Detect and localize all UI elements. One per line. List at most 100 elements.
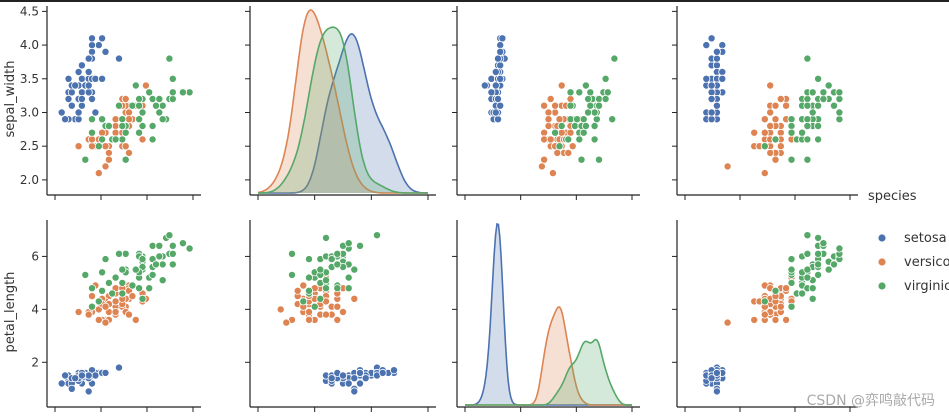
kde-area-versicolor xyxy=(258,10,428,193)
scatter-point-virginica xyxy=(104,122,113,131)
scatter-point-virginica xyxy=(803,135,812,144)
scatter-point-virginica xyxy=(88,128,97,137)
scatter-point-versicolor xyxy=(771,155,780,164)
legend-entry-label: setosa xyxy=(904,231,947,246)
scatter-point-virginica xyxy=(814,135,823,144)
legend-marker xyxy=(877,257,887,267)
y-tick-label: 6 xyxy=(31,249,39,263)
scatter-point-setosa xyxy=(718,74,727,83)
scatter-point-virginica xyxy=(814,233,823,242)
scatter-point-setosa xyxy=(67,101,76,110)
scatter-point-virginica xyxy=(603,88,612,97)
scatter-point-versicolor xyxy=(551,101,560,110)
scatter-point-virginica xyxy=(81,270,90,279)
scatter-point-virginica xyxy=(586,101,595,110)
kde-line-setosa xyxy=(258,33,429,194)
scatter-point-versicolor xyxy=(333,315,342,324)
scatter-point-versicolor xyxy=(121,95,130,104)
scatter-point-versicolor xyxy=(101,302,110,311)
scatter-point-virginica xyxy=(787,115,796,124)
scatter-point-virginica xyxy=(814,74,823,83)
scatter-point-virginica xyxy=(835,108,844,117)
scatter-point-setosa xyxy=(77,61,86,70)
scatter-point-versicolor xyxy=(350,294,359,303)
scatter-point-setosa xyxy=(712,54,721,63)
scatter-point-virginica xyxy=(135,95,144,104)
scatter-point-virginica xyxy=(803,155,812,164)
scatter-point-versicolor xyxy=(564,148,573,157)
scatter-point-virginica xyxy=(835,244,844,253)
scatter-point-virginica xyxy=(168,95,177,104)
scatter-point-virginica xyxy=(808,294,817,303)
scatter-point-setosa xyxy=(493,115,502,124)
scatter-point-virginica xyxy=(135,284,144,293)
scatter-point-versicolor xyxy=(782,101,791,110)
scatter-point-virginica xyxy=(138,255,147,264)
scatter-point-virginica xyxy=(579,115,588,124)
scatter-point-virginica xyxy=(333,260,342,269)
scatter-point-virginica xyxy=(178,239,187,248)
scatter-point-versicolor xyxy=(282,318,291,327)
scatter-point-setosa xyxy=(94,41,103,50)
scatter-point-virginica xyxy=(155,241,164,250)
scatter-point-virginica xyxy=(138,108,147,117)
scatter-point-virginica xyxy=(803,101,812,110)
watermark: CSDN @弈鸣敲代码 xyxy=(806,393,935,409)
scatter-point-versicolor xyxy=(299,281,308,290)
scatter-point-virginica xyxy=(372,231,381,240)
scatter-point-virginica xyxy=(814,122,823,131)
scatter-point-setosa xyxy=(350,374,359,383)
scatter-point-virginica xyxy=(771,286,780,295)
scatter-point-virginica xyxy=(824,81,833,90)
scatter-point-setosa xyxy=(84,68,93,77)
scatter-point-setosa xyxy=(61,115,70,124)
kde-line-virginica xyxy=(258,26,428,194)
scatter-point-virginica xyxy=(557,122,566,131)
scatter-point-versicolor xyxy=(304,315,313,324)
scatter-point-versicolor xyxy=(84,310,93,319)
scatter-point-setosa xyxy=(707,34,716,43)
top-border xyxy=(0,0,949,2)
scatter-point-versicolor xyxy=(101,318,110,327)
scatter-point-setosa xyxy=(707,81,716,90)
scatter-point-virginica xyxy=(803,95,812,104)
scatter-point-setosa xyxy=(707,374,716,383)
scatter-point-virginica xyxy=(88,284,97,293)
scatter-point-setosa xyxy=(77,88,86,97)
scatter-point-virginica xyxy=(551,128,560,137)
scatter-point-setosa xyxy=(491,68,500,77)
scatter-point-setosa xyxy=(91,371,100,380)
scatter-point-setosa xyxy=(702,74,711,83)
scatter-point-virginica xyxy=(787,128,796,137)
scatter-point-virginica xyxy=(584,108,593,117)
scatter-point-virginica xyxy=(835,115,844,124)
scatter-point-virginica xyxy=(808,284,817,293)
scatter-point-setosa xyxy=(712,61,721,70)
scatter-point-versicolor xyxy=(760,115,769,124)
scatter-point-virginica xyxy=(321,233,330,242)
scatter-point-setosa xyxy=(707,95,716,104)
scatter-point-setosa xyxy=(98,34,107,43)
scatter-point-setosa xyxy=(71,374,80,383)
scatter-point-virginica xyxy=(138,122,147,131)
scatter-point-virginica xyxy=(168,241,177,250)
scatter-point-versicolor xyxy=(88,292,97,301)
scatter-point-virginica xyxy=(135,128,144,137)
scatter-point-virginica xyxy=(344,284,353,293)
scatter-point-setosa xyxy=(496,41,505,50)
scatter-point-virginica xyxy=(595,95,604,104)
scatter-point-virginica xyxy=(814,101,823,110)
scatter-point-virginica xyxy=(151,260,160,269)
scatter-point-setosa xyxy=(718,68,727,77)
scatter-point-versicolor xyxy=(111,307,120,316)
scatter-point-setosa xyxy=(88,95,97,104)
scatter-point-versicolor xyxy=(766,81,775,90)
scatter-point-virginica xyxy=(771,135,780,144)
scatter-point-virginica xyxy=(814,260,823,269)
scatter-point-setosa xyxy=(707,108,716,117)
scatter-point-virginica xyxy=(111,135,120,144)
scatter-point-virginica xyxy=(590,122,599,131)
scatter-point-versicolor xyxy=(760,169,769,178)
scatter-point-virginica xyxy=(586,88,595,97)
scatter-point-virginica xyxy=(835,95,844,104)
